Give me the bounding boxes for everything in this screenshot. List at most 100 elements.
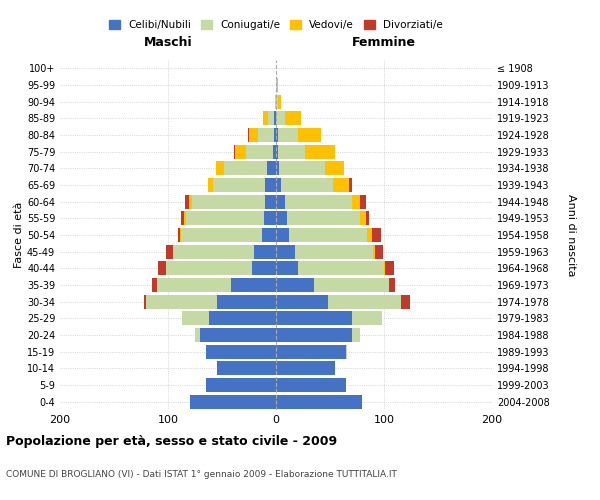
Bar: [262, 228, 276, 242]
Bar: [276, 328, 352, 342]
Bar: [144, 294, 146, 308]
Bar: [187, 211, 264, 226]
Bar: [276, 361, 335, 376]
Bar: [276, 211, 287, 226]
Bar: [276, 112, 284, 126]
Bar: [274, 112, 276, 126]
Bar: [268, 112, 274, 126]
Bar: [158, 261, 166, 276]
Legend: Celibi/Nubili, Coniugati/e, Vedovi/e, Divorziati/e: Celibi/Nubili, Coniugati/e, Vedovi/e, Di…: [105, 16, 447, 34]
Bar: [166, 261, 252, 276]
Bar: [234, 144, 235, 159]
Bar: [372, 228, 381, 242]
Bar: [181, 211, 184, 226]
Bar: [298, 261, 384, 276]
Bar: [188, 194, 192, 209]
Bar: [235, 144, 246, 159]
Bar: [206, 344, 276, 359]
Bar: [276, 78, 277, 92]
Y-axis label: Fasce di età: Fasce di età: [14, 202, 24, 268]
Bar: [284, 194, 352, 209]
Bar: [276, 344, 346, 359]
Bar: [401, 294, 410, 308]
Bar: [276, 194, 284, 209]
Bar: [278, 144, 305, 159]
Bar: [352, 194, 360, 209]
Bar: [314, 278, 389, 292]
Bar: [265, 194, 276, 209]
Bar: [276, 162, 279, 175]
Bar: [230, 278, 276, 292]
Bar: [289, 228, 367, 242]
Bar: [277, 78, 278, 92]
Bar: [152, 278, 157, 292]
Bar: [349, 178, 352, 192]
Bar: [305, 144, 335, 159]
Bar: [190, 394, 276, 409]
Bar: [275, 94, 276, 109]
Y-axis label: Anni di nascita: Anni di nascita: [566, 194, 576, 276]
Bar: [287, 211, 360, 226]
Bar: [268, 162, 276, 175]
Bar: [276, 128, 278, 142]
Bar: [178, 228, 180, 242]
Bar: [182, 311, 209, 326]
Bar: [276, 394, 362, 409]
Bar: [276, 378, 346, 392]
Bar: [274, 128, 276, 142]
Bar: [166, 244, 173, 259]
Bar: [254, 244, 276, 259]
Bar: [276, 294, 328, 308]
Bar: [276, 94, 278, 109]
Bar: [257, 128, 274, 142]
Bar: [173, 244, 254, 259]
Bar: [185, 194, 188, 209]
Bar: [246, 144, 273, 159]
Bar: [206, 378, 276, 392]
Bar: [389, 278, 395, 292]
Bar: [295, 244, 373, 259]
Bar: [252, 261, 276, 276]
Bar: [215, 162, 224, 175]
Bar: [249, 128, 257, 142]
Bar: [208, 178, 214, 192]
Bar: [217, 361, 276, 376]
Bar: [385, 261, 394, 276]
Bar: [367, 228, 372, 242]
Text: Femmine: Femmine: [352, 36, 416, 49]
Bar: [200, 328, 276, 342]
Bar: [276, 261, 298, 276]
Bar: [376, 244, 383, 259]
Bar: [224, 162, 268, 175]
Bar: [146, 294, 217, 308]
Bar: [273, 144, 276, 159]
Bar: [181, 228, 262, 242]
Bar: [214, 178, 265, 192]
Bar: [276, 244, 295, 259]
Bar: [276, 228, 289, 242]
Bar: [333, 178, 349, 192]
Bar: [279, 162, 325, 175]
Bar: [328, 294, 401, 308]
Bar: [276, 144, 278, 159]
Bar: [384, 261, 385, 276]
Bar: [276, 178, 281, 192]
Bar: [192, 194, 265, 209]
Bar: [265, 178, 276, 192]
Bar: [248, 128, 249, 142]
Bar: [373, 244, 376, 259]
Bar: [180, 228, 181, 242]
Bar: [298, 128, 322, 142]
Bar: [157, 278, 230, 292]
Bar: [325, 162, 344, 175]
Bar: [352, 311, 382, 326]
Bar: [352, 328, 360, 342]
Bar: [264, 211, 276, 226]
Bar: [360, 211, 365, 226]
Bar: [184, 211, 187, 226]
Bar: [217, 294, 276, 308]
Bar: [281, 178, 333, 192]
Bar: [360, 194, 365, 209]
Bar: [263, 112, 268, 126]
Text: COMUNE DI BROGLIANO (VI) - Dati ISTAT 1° gennaio 2009 - Elaborazione TUTTITALIA.: COMUNE DI BROGLIANO (VI) - Dati ISTAT 1°…: [6, 470, 397, 479]
